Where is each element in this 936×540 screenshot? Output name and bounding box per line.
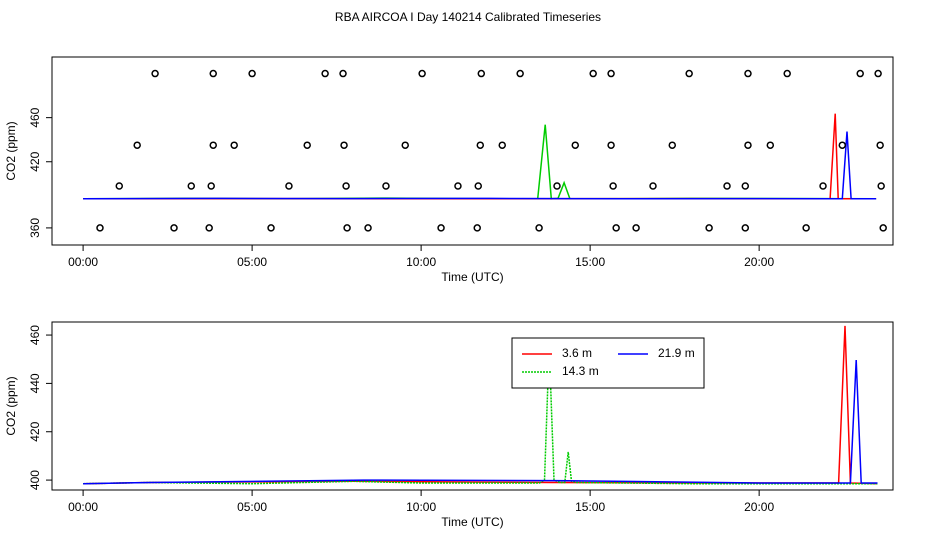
data-point	[133, 141, 141, 149]
data-point	[474, 182, 482, 190]
data-point	[340, 141, 348, 149]
data-point	[454, 182, 462, 190]
data-point	[285, 182, 293, 190]
data-point	[209, 69, 217, 78]
y-tick-label: 420	[28, 421, 42, 441]
plot-frame	[51, 56, 894, 246]
x-axis-title: Time (UTC)	[441, 515, 503, 529]
data-line	[83, 131, 877, 200]
data-point	[205, 224, 213, 232]
data-point	[498, 141, 506, 149]
data-line	[83, 359, 878, 485]
legend: 3.6 m 14.3 m 21.9 m	[511, 337, 705, 389]
data-point	[321, 69, 329, 78]
plot-frame	[51, 321, 894, 491]
data-point	[589, 69, 597, 78]
data-point	[115, 182, 124, 190]
data-point	[705, 224, 713, 232]
data-point	[343, 224, 351, 232]
x-tick-label: 15:00	[575, 500, 605, 514]
legend-label: 3.6 m	[562, 346, 592, 360]
x-tick-label: 10:00	[406, 255, 436, 269]
x-tick-label: 05:00	[237, 500, 267, 514]
data-point	[151, 69, 159, 78]
y-tick-label: 420	[28, 151, 42, 171]
x-tick-label: 10:00	[406, 500, 436, 514]
data-point	[819, 182, 827, 190]
data-point	[418, 69, 426, 78]
data-point	[342, 182, 350, 190]
data-point	[741, 182, 750, 190]
data-point	[879, 224, 887, 232]
data-point	[476, 141, 485, 149]
data-point	[876, 141, 884, 149]
data-point	[571, 141, 580, 149]
legend-label: 21.9 m	[658, 346, 695, 360]
data-point	[339, 69, 347, 78]
data-point	[632, 224, 640, 232]
x-tick-label: 00:00	[68, 255, 98, 269]
x-tick-label: 00:00	[68, 500, 98, 514]
y-tick-label: 460	[28, 325, 42, 345]
data-point	[516, 69, 524, 78]
data-point	[744, 69, 752, 78]
data-point	[723, 182, 731, 190]
y-tick-label: 360	[28, 218, 42, 238]
legend-label: 14.3 m	[562, 364, 599, 378]
data-point	[612, 224, 620, 232]
data-line	[83, 113, 877, 200]
data-point	[744, 141, 752, 149]
data-point	[267, 224, 275, 232]
data-point	[248, 69, 256, 78]
data-point	[856, 69, 864, 78]
data-point	[607, 69, 615, 78]
data-point	[874, 69, 882, 78]
data-point	[685, 69, 693, 78]
data-point	[838, 141, 847, 149]
data-point	[783, 69, 791, 78]
x-tick-label: 15:00	[575, 255, 605, 269]
data-point	[207, 182, 215, 190]
y-axis-title: CO2 (ppm)	[4, 376, 18, 435]
data-point	[477, 69, 486, 78]
data-point	[668, 141, 677, 149]
y-axis-title: CO2 (ppm)	[4, 121, 18, 180]
data-point	[802, 224, 810, 232]
x-tick-label: 20:00	[744, 255, 774, 269]
data-point	[535, 224, 543, 232]
data-point	[609, 182, 617, 190]
y-tick-label: 440	[28, 373, 42, 393]
data-line	[83, 345, 878, 485]
x-tick-label: 05:00	[237, 255, 267, 269]
data-point	[437, 224, 445, 232]
data-point	[877, 182, 885, 190]
x-axis-title: Time (UTC)	[441, 270, 503, 284]
y-tick-label: 460	[28, 107, 42, 127]
data-point	[170, 224, 178, 232]
data-point	[303, 141, 311, 149]
data-point	[473, 224, 481, 232]
data-point	[607, 141, 615, 149]
data-point	[649, 182, 657, 190]
data-point	[96, 224, 104, 232]
y-tick-label: 400	[28, 470, 42, 490]
data-point	[401, 141, 409, 149]
data-point	[230, 141, 238, 149]
data-line	[83, 124, 877, 200]
data-point	[766, 141, 775, 149]
data-point	[187, 182, 196, 190]
data-point	[553, 182, 561, 190]
data-line	[83, 325, 878, 485]
chart-title: RBA AIRCOA I Day 140214 Calibrated Times…	[335, 10, 601, 24]
legend-box	[511, 337, 705, 389]
data-point	[382, 182, 390, 190]
data-point	[209, 141, 217, 149]
x-tick-label: 20:00	[744, 500, 774, 514]
data-point	[364, 224, 372, 232]
data-point	[741, 224, 750, 232]
